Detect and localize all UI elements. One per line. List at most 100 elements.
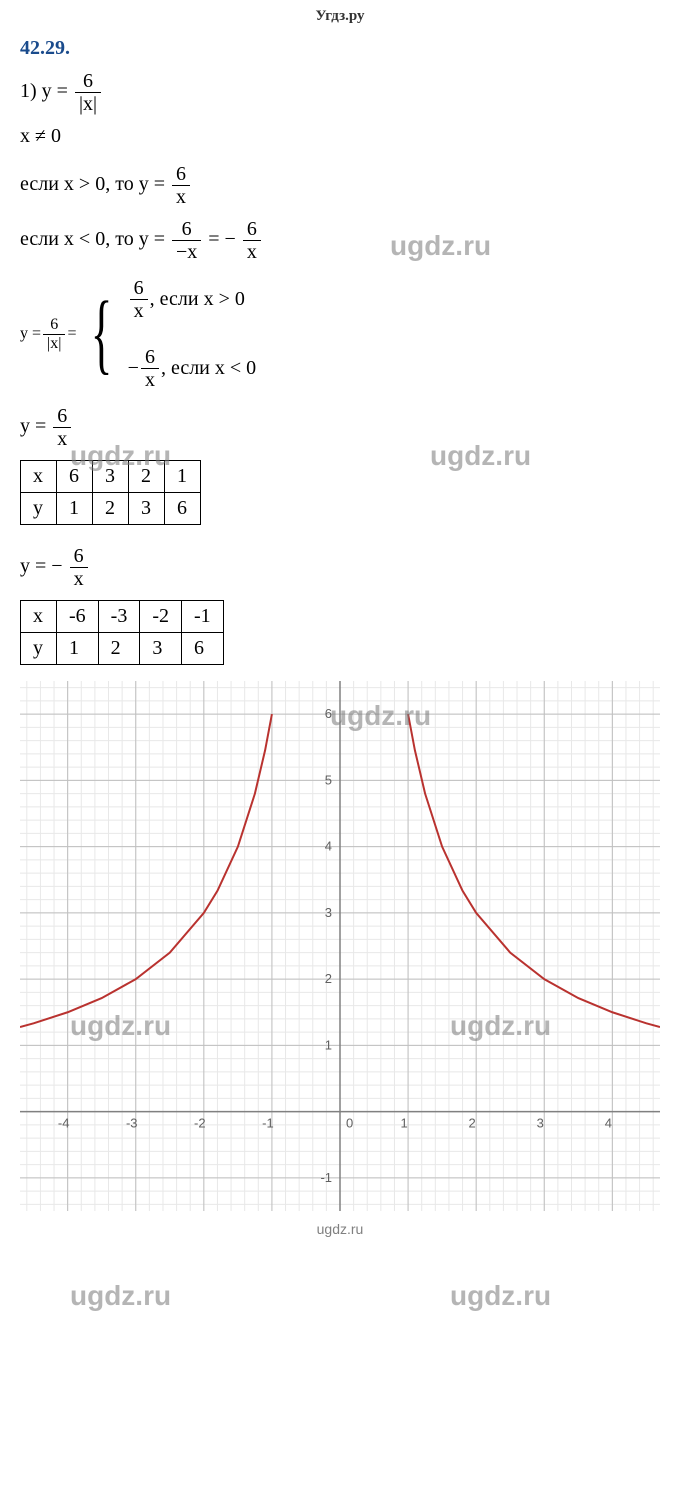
table-cell: y [21,493,57,525]
denominator: x [141,369,159,391]
denominator: x [130,300,148,322]
fraction: 6 x [130,277,148,322]
svg-text:-2: -2 [194,1116,206,1131]
table-cell: x [21,461,57,493]
cases: 6 x , если x > 0 − 6 x , если x < 0 [128,277,257,391]
table-cell: 1 [57,493,93,525]
fraction: 6 |x| [43,316,65,352]
case-row: 6 x , если x > 0 [128,277,257,322]
table-row: y1236 [21,633,224,665]
neg-sign: − [128,357,139,380]
denominator: x [172,186,190,208]
numerator: 6 [43,316,65,335]
neg-sign: − [225,228,236,250]
page: Угдз.ру 42.29. 1) y = 6 |x| x ≠ 0 если x… [0,0,680,1257]
watermark: ugdz.ru [70,1280,171,1312]
domain-restriction: x ≠ 0 [20,125,660,153]
table-cell: 1 [165,461,201,493]
fraction: 6 |x| [75,70,101,115]
case-positive: если x > 0, то y = 6 x [20,163,660,208]
numerator: 6 [130,277,148,300]
equals: = [208,228,224,250]
table-cell: 3 [140,633,182,665]
chart: -4 -3 -2 -1 0 1 2 3 4 -1 1 2 3 4 5 6 [20,681,660,1211]
table-row: y1236 [21,493,201,525]
fraction: 6 x [172,163,190,208]
numerator: 6 [243,218,261,241]
svg-text:1: 1 [325,1037,332,1052]
case-row: − 6 x , если x < 0 [128,346,257,391]
svg-text:2: 2 [325,971,332,986]
table-cell: 2 [129,461,165,493]
table-row: x6321 [21,461,201,493]
watermark: ugdz.ru [450,1280,551,1312]
table-cell: 2 [93,493,129,525]
site-header: Угдз.ру [20,8,660,25]
numerator: 6 [53,405,71,428]
svg-text:3: 3 [537,1116,544,1131]
table-cell: 3 [93,461,129,493]
numerator: 6 [70,545,88,568]
table-cell: 3 [129,493,165,525]
denominator: |x| [43,335,65,353]
fraction: 6 x [243,218,261,263]
table2-equation: y = − 6 x [20,545,660,590]
equation-main: 1) y = 6 |x| [20,70,660,115]
numerator: 6 [75,70,101,93]
table-cell: -3 [98,601,140,633]
case-text: если x > 0, то y = [20,173,170,195]
fraction: 6 x [53,405,71,450]
numerator: 6 [172,218,201,241]
svg-text:2: 2 [469,1116,476,1131]
case-text: если x < 0, то y = [20,228,170,250]
fraction: 6 x [141,346,159,391]
numerator: 6 [172,163,190,186]
table-cell: 6 [57,461,93,493]
fraction: 6 −x [172,218,201,263]
table1-equation: y = 6 x [20,405,660,450]
denominator: x [243,241,261,263]
footer: ugdz.ru [20,1221,660,1237]
table-cell: -2 [140,601,182,633]
denominator: x [70,568,88,590]
svg-text:5: 5 [325,772,332,787]
numerator: 6 [141,346,159,369]
piece-lhs: y = [20,325,41,343]
table-cell: 6 [182,633,224,665]
table-row: x-6-3-2-1 [21,601,224,633]
table-1: x6321y1236 [20,460,201,525]
table-cell: -1 [182,601,224,633]
case-negative: если x < 0, то y = 6 −x = − 6 x [20,218,660,263]
svg-text:-1: -1 [320,1170,332,1185]
svg-text:4: 4 [325,839,332,854]
chart-container: -4 -3 -2 -1 0 1 2 3 4 -1 1 2 3 4 5 6 [20,681,660,1211]
svg-text:4: 4 [605,1116,612,1131]
table-cell: x [21,601,57,633]
svg-text:-1: -1 [262,1116,274,1131]
table-cell: 6 [165,493,201,525]
svg-text:0: 0 [346,1116,353,1131]
problem-number: 42.29. [20,37,660,60]
equals: = [67,325,76,343]
svg-text:-4: -4 [58,1116,70,1131]
svg-text:-3: -3 [126,1116,138,1131]
piecewise-definition: y = 6 |x| = { 6 x , если x > 0 − 6 x , е… [20,277,660,391]
table-2: x-6-3-2-1y1236 [20,600,224,665]
denominator: x [53,428,71,450]
part-label: 1) [20,80,42,102]
condition: , если x > 0 [150,288,245,311]
condition: , если x < 0 [161,357,256,380]
table-cell: -6 [57,601,99,633]
eq-lhs: y = [20,415,51,437]
eq-lhs: y = − [20,555,63,577]
fraction: 6 x [70,545,88,590]
table-cell: 2 [98,633,140,665]
svg-text:3: 3 [325,905,332,920]
brace-icon: { [91,296,113,373]
denominator: −x [172,241,201,263]
table-cell: 1 [57,633,99,665]
svg-text:1: 1 [400,1116,407,1131]
eq-lhs: y = [42,80,73,102]
svg-text:6: 6 [325,706,332,721]
denominator: |x| [75,93,101,115]
